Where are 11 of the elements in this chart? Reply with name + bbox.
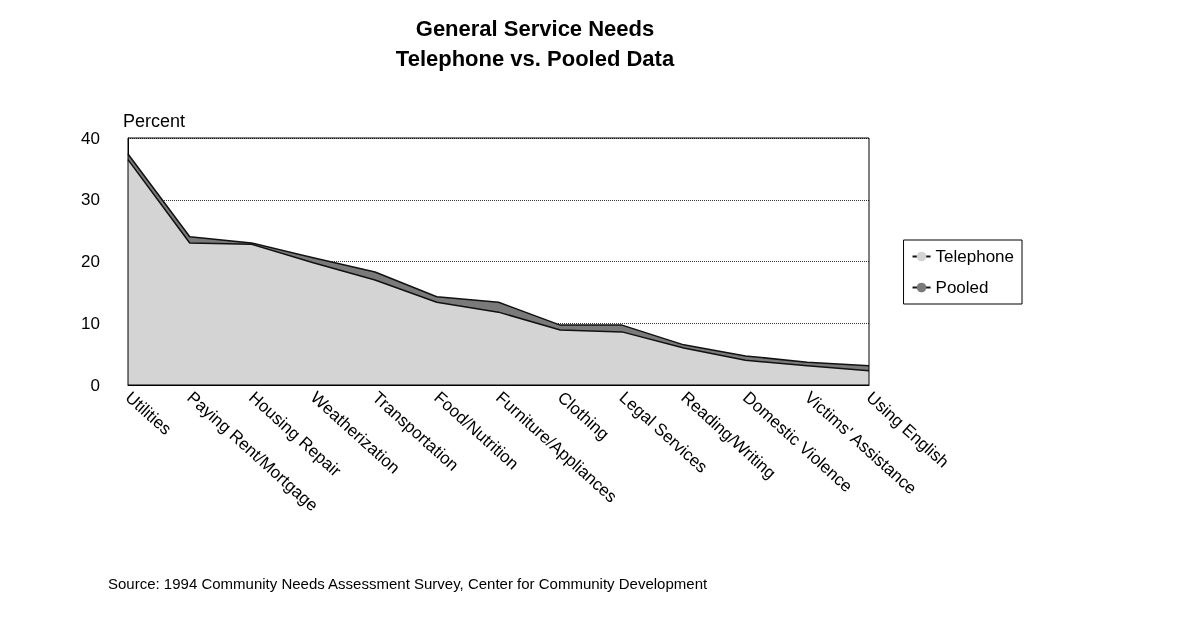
source-note: Source: 1994 Community Needs Assessment Survey, Center for Community Development [108, 574, 708, 592]
legend-label: Telephone [935, 247, 1015, 266]
chart-subtitle: Telephone vs. Pooled Data [395, 45, 675, 71]
legend-label: Pooled [935, 278, 989, 297]
y-tick-label: 10 [81, 313, 100, 333]
y-tick-label: 40 [81, 128, 100, 148]
y-axis-title: Percent [123, 111, 186, 131]
y-tick-label: 20 [81, 252, 100, 271]
chart-title: General Service Needs [415, 15, 655, 41]
y-tick-label: 0 [90, 375, 100, 395]
y-tick-label: 30 [81, 190, 100, 210]
